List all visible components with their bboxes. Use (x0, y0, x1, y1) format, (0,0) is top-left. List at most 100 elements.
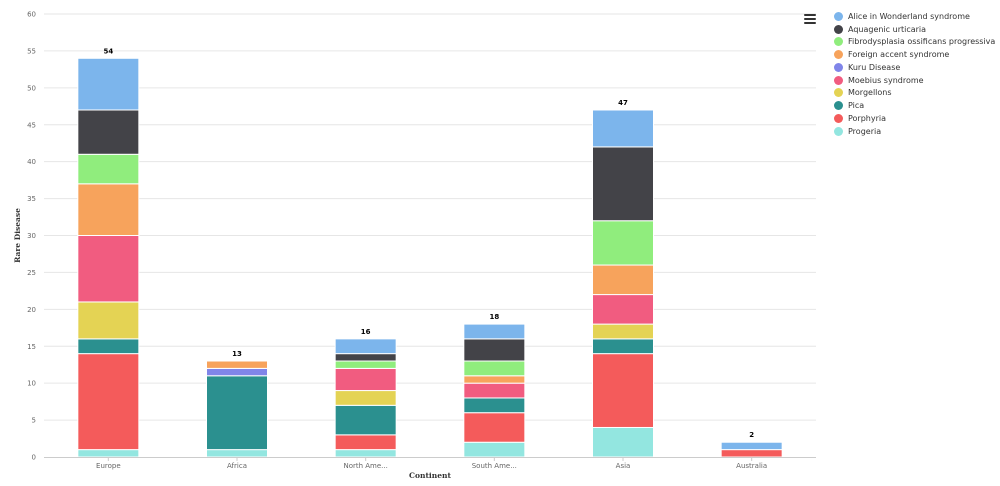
legend-swatch (834, 62, 843, 72)
x-tick-label: South Ame... (472, 462, 517, 470)
bar-segment (77, 109, 140, 155)
stack-total-label: 16 (361, 328, 371, 336)
bar-segment (592, 426, 654, 458)
legend-swatch (834, 50, 843, 60)
bar-segment (720, 449, 783, 458)
bar-segment (592, 146, 654, 222)
bar-segment (334, 367, 397, 392)
bar-segment (592, 294, 654, 325)
legend-swatch (834, 126, 843, 136)
legend-label: Aquagenic urticaria (848, 24, 927, 34)
bar-segment (77, 235, 140, 303)
legend-swatch (834, 88, 843, 98)
bar-segment (206, 449, 268, 458)
bar-segment (463, 412, 526, 443)
legend-item[interactable]: Kuru Disease (834, 61, 998, 74)
x-tick-label: Europe (96, 462, 121, 470)
legend-item[interactable]: Alice in Wonderland syndrome (834, 10, 998, 23)
bar-segment (334, 449, 397, 458)
legend-swatch (834, 101, 843, 111)
legend-item[interactable]: Porphyria (834, 112, 998, 125)
bar-segment (334, 404, 397, 436)
y-tick-label: 10 (27, 380, 36, 388)
bar-segment (720, 441, 783, 451)
legend-label: Alice in Wonderland syndrome (848, 11, 970, 21)
legend-label: Foreign accent syndrome (848, 50, 950, 60)
legend-swatch (834, 75, 843, 85)
legend-swatch (834, 37, 843, 47)
y-tick-label: 50 (27, 84, 36, 92)
x-tick-label: North Ame... (343, 462, 387, 470)
bar-segment (463, 360, 526, 377)
legend-label: Fibrodysplasia ossificans progressiva (848, 37, 996, 47)
bars (77, 57, 783, 458)
bar-segment (463, 323, 526, 340)
bar-segment (463, 382, 526, 399)
stack-total-label: 54 (103, 47, 113, 55)
grid-lines (44, 13, 816, 421)
bar-segment (77, 183, 140, 236)
stack-totals: 54 13 16 18 47 2 (103, 47, 754, 439)
bar-segment (334, 353, 397, 362)
bar-segment (77, 153, 140, 185)
bar-segment (77, 353, 140, 451)
bar-segment (592, 338, 654, 355)
bar-segment (206, 375, 268, 451)
stack-total-label: 47 (618, 99, 628, 107)
x-axis-ticks: Europe Africa North Ame... South Ame... Asia… (96, 457, 767, 470)
legend-item[interactable]: Foreign accent syndrome (834, 48, 998, 61)
x-tick-label: Africa (227, 462, 247, 470)
legend-item[interactable]: Fibrodysplasia ossificans progressiva (834, 36, 998, 49)
y-tick-label: 5 (32, 417, 36, 425)
y-tick-label: 20 (27, 306, 36, 314)
y-axis-ticks: 0 5 10 15 20 25 30 35 40 45 50 55 60 (27, 11, 36, 462)
bar-segment (206, 360, 268, 369)
legend-item[interactable]: Progeria (834, 125, 998, 138)
y-axis-title: Rare Disease (13, 208, 22, 263)
bar-segment (463, 338, 526, 362)
legend-item[interactable]: Morgellons (834, 87, 998, 100)
bar-segment (77, 338, 140, 355)
bar-segment (592, 323, 654, 340)
legend-label: Kuru Disease (848, 62, 901, 72)
y-tick-label: 0 (32, 454, 36, 462)
x-tick-label: Asia (616, 462, 631, 470)
stack-total-label: 13 (232, 350, 242, 358)
x-tick-label: Australia (736, 462, 767, 470)
y-tick-label: 25 (27, 269, 36, 277)
bar-segment (592, 353, 654, 428)
y-tick-label: 35 (27, 195, 36, 203)
bar-segment (334, 390, 397, 406)
legend-item[interactable]: Aquagenic urticaria (834, 23, 998, 36)
y-tick-label: 55 (27, 47, 36, 55)
legend-label: Pica (848, 101, 865, 111)
bar-segment (77, 301, 140, 340)
bar-segment (592, 264, 654, 296)
bar-segment (463, 397, 526, 414)
legend-label: Porphyria (848, 114, 887, 124)
bar-segment (206, 367, 268, 377)
stack-total-label: 2 (749, 431, 754, 439)
bar-segment (77, 449, 140, 458)
x-axis-title: Continent (409, 471, 451, 480)
y-tick-label: 45 (27, 121, 36, 129)
hamburger-menu-icon[interactable] (804, 14, 816, 24)
legend-swatch (834, 11, 843, 21)
legend-label: Moebius syndrome (848, 75, 924, 85)
legend-item[interactable]: Pica (834, 99, 998, 112)
y-tick-label: 15 (27, 343, 36, 351)
bar-segment (592, 109, 654, 148)
y-tick-label: 30 (27, 232, 36, 240)
legend-swatch (834, 24, 843, 34)
y-tick-label: 40 (27, 158, 36, 166)
legend-label: Progeria (848, 126, 882, 136)
stack-total-label: 18 (489, 313, 499, 321)
legend-item[interactable]: Moebius syndrome (834, 74, 998, 87)
bar-segment (77, 57, 140, 111)
y-tick-label: 60 (27, 11, 36, 19)
bar-segment (334, 434, 397, 451)
bar-segment (592, 220, 654, 266)
bar-segment (334, 338, 397, 355)
bar-segment (463, 375, 526, 384)
